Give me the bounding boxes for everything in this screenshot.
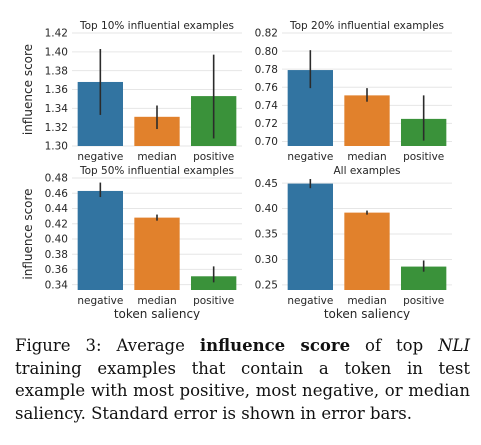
panel-1-ylabel: influence score bbox=[21, 44, 35, 135]
panel-3-xtick-label: positive bbox=[193, 295, 234, 307]
panel-3-ytick-label: 0.48 bbox=[45, 173, 68, 185]
panel-3-xlabel: token saliency bbox=[114, 307, 200, 320]
panel-4-xlabel: token saliency bbox=[324, 307, 410, 320]
panel-4-ytick-label: 0.40 bbox=[255, 203, 278, 215]
caption-prefix: Figure 3: Average bbox=[15, 336, 200, 355]
panel-1-ytick-label: 1.36 bbox=[45, 84, 69, 96]
panel-1-ytick-label: 1.32 bbox=[45, 122, 68, 134]
panel-3-ytick-label: 0.42 bbox=[45, 218, 68, 230]
panel-2-ytick-label: 0.74 bbox=[255, 100, 279, 112]
panel-3-xtick-label: median bbox=[137, 295, 176, 307]
panel-3-ylabel: influence score bbox=[21, 188, 35, 279]
panel-1-ytick-label: 1.40 bbox=[45, 47, 68, 59]
panel-1-ytick-label: 1.30 bbox=[45, 141, 68, 153]
panel-2-xtick-label: median bbox=[347, 151, 386, 163]
caption-mid: of top bbox=[350, 336, 439, 355]
panel-3-ytick-label: 0.46 bbox=[45, 188, 69, 200]
panel-3-bar-positive bbox=[191, 276, 237, 290]
figure: 1.30 1.32 1.34 1.36 1.38 1.40 1.42 negative medi… bbox=[21, 20, 452, 320]
panel-1-ytick-label: 1.38 bbox=[45, 65, 68, 77]
panel-4-xtick-label: positive bbox=[403, 295, 444, 307]
panel-4-title: All examples bbox=[333, 165, 400, 177]
panel-1-title: Top 10% influential examples bbox=[79, 20, 234, 32]
panel-2-ytick-label: 0.82 bbox=[255, 28, 278, 40]
panel-3-ytick-label: 0.34 bbox=[45, 279, 69, 291]
panel-1-ytick-label: 1.42 bbox=[45, 28, 68, 40]
panel-3-ytick-label: 0.36 bbox=[45, 264, 69, 276]
panel-4-xtick-label: negative bbox=[287, 295, 333, 307]
panel-4-ytick-label: 0.45 bbox=[255, 178, 278, 190]
panel-1-xtick-label: median bbox=[137, 151, 176, 163]
panel-1-ytick-label: 1.34 bbox=[45, 103, 69, 115]
panel-3-xtick-label: negative bbox=[77, 295, 123, 307]
panel-2-ytick-label: 0.70 bbox=[255, 136, 278, 148]
panel-2-bar-median bbox=[344, 95, 390, 146]
panel-1-xtick-label: positive bbox=[193, 151, 234, 163]
figure-caption: Figure 3: Average influence score of top… bbox=[15, 335, 470, 425]
panel-4-ytick-label: 0.25 bbox=[255, 280, 278, 292]
panel-4-bar-median bbox=[344, 212, 390, 290]
panel-3-bar-median bbox=[134, 217, 180, 290]
panel-4-xtick-label: median bbox=[347, 295, 386, 307]
panel-3-title: Top 50% influential examples bbox=[79, 165, 234, 177]
panel-2-title: Top 20% influential examples bbox=[289, 20, 444, 32]
panel-2-ytick-label: 0.72 bbox=[255, 118, 278, 130]
panel-4-ytick-label: 0.30 bbox=[255, 254, 278, 266]
panel-4-bar-negative bbox=[287, 183, 333, 290]
panel-2-ytick-label: 0.78 bbox=[255, 64, 278, 76]
caption-italic: NLI bbox=[438, 336, 470, 355]
caption-suffix: training examples that contain a token i… bbox=[15, 358, 470, 423]
panel-3-ytick-label: 0.40 bbox=[45, 234, 68, 246]
panel-3-ytick-label: 0.44 bbox=[45, 203, 69, 215]
panel-3-bar-negative bbox=[77, 190, 123, 290]
panel-4-bar-positive bbox=[401, 266, 447, 290]
panel-2-ytick-label: 0.76 bbox=[255, 82, 279, 94]
caption-bold: influence score bbox=[199, 336, 351, 355]
panel-2-xtick-label: negative bbox=[287, 151, 333, 163]
panel-1-xtick-label: negative bbox=[77, 151, 123, 163]
panel-4-ytick-label: 0.35 bbox=[255, 229, 278, 241]
panel-2-xtick-label: positive bbox=[403, 151, 444, 163]
panel-3-ytick-label: 0.38 bbox=[45, 249, 68, 261]
panel-2-ytick-label: 0.80 bbox=[255, 46, 278, 58]
